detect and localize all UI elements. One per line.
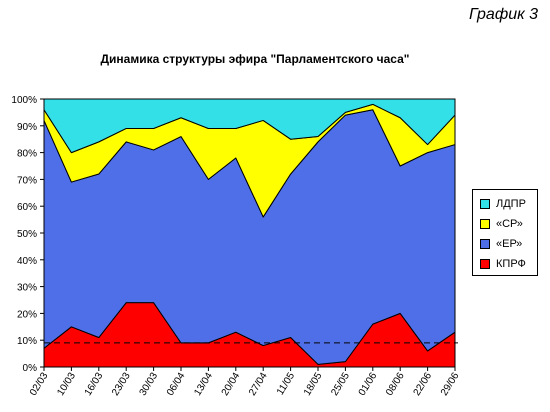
x-tick-label-12: 01/06: [357, 370, 380, 397]
legend-label-ldpr: ЛДПР: [496, 198, 526, 210]
y-tick-label-6: 60%: [17, 202, 37, 213]
y-tick-label-8: 80%: [17, 149, 37, 160]
x-tick-label-5: 06/04: [165, 370, 188, 397]
x-tick-label-15: 29/06: [439, 370, 462, 397]
x-tick-label-8: 27/04: [247, 370, 270, 397]
y-tick-label-7: 70%: [17, 175, 37, 186]
graph-number-label: График 3: [469, 6, 538, 23]
y-tick-label-3: 30%: [17, 283, 37, 294]
legend-item-sr: «СР»: [480, 214, 523, 234]
chart-legend: ЛДПР «СР» «ЕР» КПРФ: [472, 189, 538, 276]
legend-label-er: «ЕР»: [496, 238, 523, 250]
x-tick-label-2: 16/03: [83, 370, 106, 397]
x-tick-label-7: 20/04: [220, 370, 243, 397]
x-tick-label-3: 23/03: [110, 370, 133, 397]
y-tick-label-0: 0%: [23, 363, 38, 374]
x-tick-label-9: 11/05: [275, 370, 297, 397]
y-tick-label-9: 90%: [17, 122, 37, 133]
y-tick-label-4: 40%: [17, 256, 37, 267]
legend-swatch-ldpr: [480, 199, 490, 209]
x-tick-label-4: 30/03: [138, 370, 161, 397]
legend-item-kprf: КПРФ: [480, 254, 526, 274]
legend-item-ldpr: ЛДПР: [480, 194, 526, 214]
legend-swatch-sr: [480, 219, 490, 229]
legend-label-kprf: КПРФ: [496, 258, 526, 270]
x-tick-label-0: 02/03: [28, 370, 51, 397]
legend-item-er: «ЕР»: [480, 234, 522, 254]
chart-title: Динамика структуры эфира "Парламентского…: [100, 52, 410, 66]
x-tick-label-10: 18/05: [302, 370, 325, 397]
y-tick-label-2: 20%: [17, 309, 37, 320]
y-tick-label-10: 100%: [11, 95, 37, 106]
x-tick-label-14: 22/06: [412, 370, 435, 397]
x-tick-label-1: 10/03: [55, 370, 78, 397]
y-tick-label-5: 50%: [17, 229, 37, 240]
x-tick-label-13: 08/06: [384, 370, 407, 397]
legend-swatch-kprf: [480, 259, 490, 269]
x-tick-label-6: 13/04: [192, 370, 215, 397]
x-tick-label-11: 25/05: [329, 370, 352, 397]
y-tick-label-1: 10%: [17, 336, 37, 347]
legend-label-sr: «СР»: [496, 218, 523, 230]
legend-swatch-er: [480, 239, 490, 249]
